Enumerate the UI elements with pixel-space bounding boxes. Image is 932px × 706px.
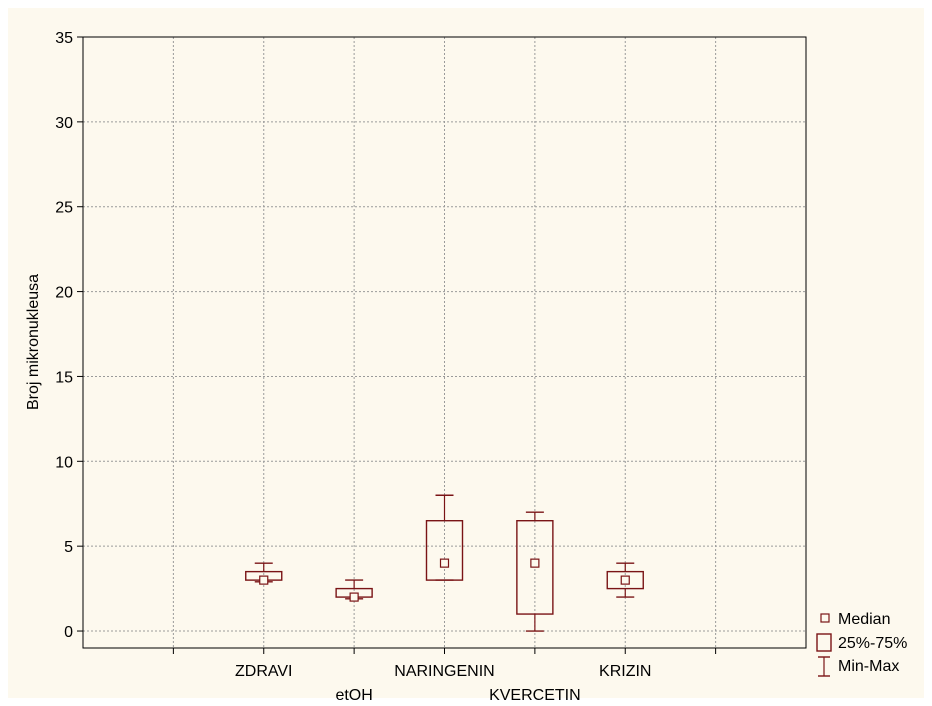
- y-tick-label: 35: [55, 30, 73, 47]
- median-marker: [259, 575, 269, 585]
- y-tick-label: 5: [64, 539, 73, 556]
- x-category-label: etOH: [335, 687, 372, 704]
- x-category-label: NARINGENIN: [394, 663, 494, 680]
- legend-whisker-label: Min-Max: [838, 658, 899, 675]
- y-tick-label: 25: [55, 200, 73, 217]
- box-series: [245, 494, 644, 632]
- iqr-box: [606, 570, 644, 590]
- legend-box-label: 25%-75%: [838, 635, 907, 652]
- y-axis: 0 5 10 15 20 25 30 35: [55, 30, 83, 641]
- median-marker: [349, 592, 359, 602]
- y-tick-label: 10: [55, 454, 73, 471]
- median-marker: [439, 558, 450, 568]
- box-kvercetin: [516, 511, 554, 632]
- chart-background: [8, 8, 924, 698]
- x-category-label: ZDRAVI: [235, 663, 292, 680]
- median-marker: [530, 558, 540, 568]
- legend-median-icon: [820, 613, 830, 623]
- x-category-label: KRIZIN: [599, 663, 651, 680]
- grid-lines: [83, 37, 806, 648]
- box-naringenin: [425, 494, 464, 581]
- x-category-label: KVERCETIN: [489, 687, 581, 704]
- iqr-box: [516, 520, 554, 615]
- y-tick-label: 0: [64, 624, 73, 641]
- box-krizin: [606, 562, 644, 598]
- box-zdravi: [245, 562, 283, 585]
- legend-box-icon: [816, 633, 832, 652]
- legend-median-label: Median: [838, 611, 890, 628]
- legend: Median 25%-75% Min-Max: [816, 611, 907, 677]
- iqr-box: [425, 520, 464, 581]
- box-etoh: [335, 579, 373, 602]
- y-axis-title: Broj mikronukleusa: [25, 274, 42, 410]
- x-axis: ZDRAVI etOH NARINGENIN KVERCETIN KRIZIN: [172, 648, 717, 704]
- median-marker: [620, 575, 630, 585]
- y-tick-label: 15: [55, 369, 73, 386]
- y-tick-label: 20: [55, 285, 73, 302]
- y-tick-label: 30: [55, 115, 73, 132]
